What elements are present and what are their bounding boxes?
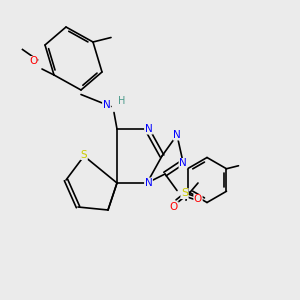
Text: S: S bbox=[81, 149, 87, 160]
Text: N: N bbox=[103, 100, 110, 110]
Text: O: O bbox=[194, 194, 202, 205]
Text: N: N bbox=[145, 178, 152, 188]
Text: S: S bbox=[181, 188, 188, 199]
Text: H: H bbox=[118, 95, 125, 106]
Text: N: N bbox=[145, 124, 152, 134]
Text: O: O bbox=[170, 202, 178, 212]
Text: N: N bbox=[173, 130, 181, 140]
Text: O: O bbox=[29, 56, 37, 67]
Text: N: N bbox=[179, 158, 187, 169]
